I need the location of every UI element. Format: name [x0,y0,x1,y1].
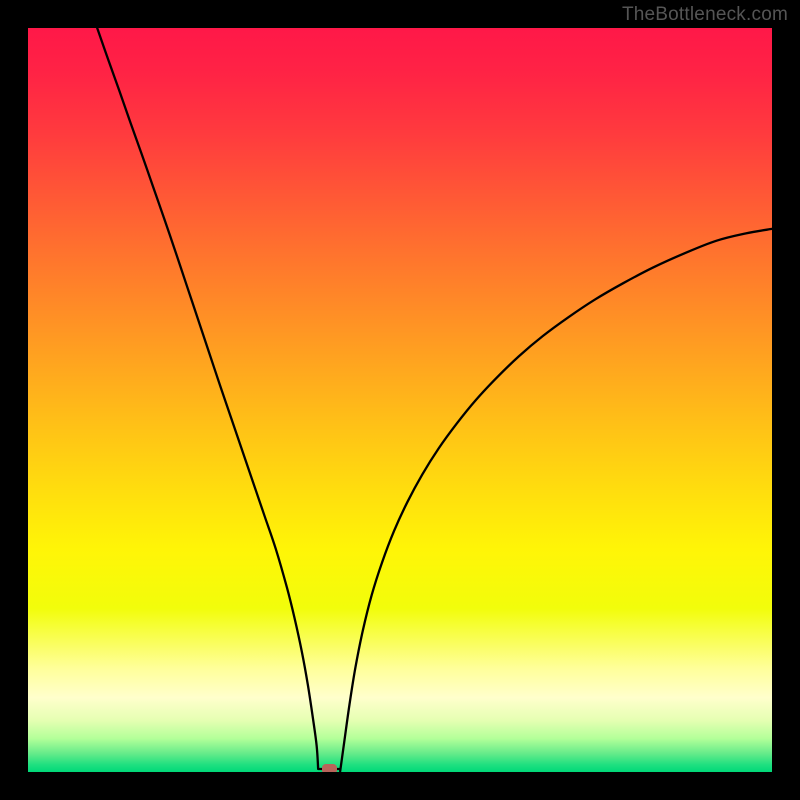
bottleneck-curve [28,28,772,772]
plot-area [28,28,772,772]
watermark-text: TheBottleneck.com [622,4,788,26]
optimum-marker [322,764,337,772]
chart-container: TheBottleneck.com [0,0,800,800]
